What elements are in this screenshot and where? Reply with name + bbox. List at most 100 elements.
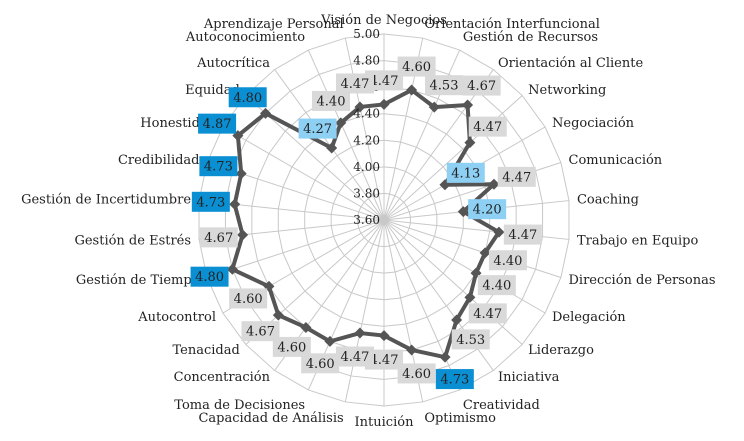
radar-tick-labels: 3.603.804.004.204.404.604.805.00 [353, 27, 380, 227]
value-label-box [397, 56, 436, 77]
data-point [406, 344, 418, 356]
grid-spoke [206, 219, 385, 278]
category-label: Intuición [355, 415, 415, 430]
value-label: 4.20 [468, 199, 507, 220]
value-label: 4.27 [298, 118, 337, 139]
data-point [272, 309, 284, 321]
data-point [439, 351, 451, 363]
value-label-text: 4.47 [502, 170, 531, 185]
tick-label: 3.60 [353, 213, 380, 227]
category-label: Dirección de Personas [569, 273, 716, 288]
data-point [428, 101, 440, 113]
category-label: Visión de Negocios [320, 13, 447, 28]
category-label: Capacidad de Análisis [198, 411, 343, 426]
value-label-text: 4.47 [370, 74, 399, 89]
value-label-text: 4.13 [451, 166, 480, 181]
data-point [300, 321, 312, 333]
data-point [378, 98, 390, 110]
value-label-text: 4.60 [402, 367, 431, 382]
value-label-box [446, 162, 485, 183]
value-label-box [229, 288, 268, 309]
data-point [457, 206, 469, 218]
value-label-box [228, 87, 267, 108]
value-label-text: 4.47 [341, 77, 370, 92]
value-label: 4.47 [335, 346, 374, 367]
value-label: 4.47 [503, 224, 542, 245]
data-point [406, 84, 418, 96]
grid-spoke [344, 219, 385, 403]
tick-label: 4.80 [353, 54, 380, 68]
category-label: Autoconocimiento [185, 30, 305, 45]
data-point [324, 335, 336, 347]
category-label: Aprendizaje Personal [203, 17, 344, 32]
data-point [479, 247, 491, 259]
data-point [488, 178, 500, 190]
data-point [237, 229, 249, 241]
value-label: 4.80 [228, 87, 267, 108]
value-label-text: 4.53 [430, 79, 459, 94]
value-label-text: 4.47 [341, 350, 370, 365]
value-label-box [335, 73, 374, 94]
value-label-box [241, 321, 280, 342]
value-label-text: 4.60 [306, 357, 335, 372]
value-label-box [425, 75, 464, 96]
value-label-box [190, 266, 229, 287]
value-label-box [298, 118, 337, 139]
data-point [493, 226, 505, 238]
value-label-text: 4.40 [317, 94, 346, 109]
category-label: Tenacidad [173, 343, 240, 358]
value-label: 4.40 [477, 275, 516, 296]
category-label: Gestión de Estrés [74, 233, 191, 248]
category-label: Orientación al Cliente [498, 56, 643, 71]
data-point [235, 168, 247, 180]
grid-spoke [383, 219, 461, 391]
value-label: 4.73 [191, 191, 230, 212]
category-label: Concentración [174, 370, 271, 385]
value-label: 4.47 [365, 349, 403, 370]
value-label: 4.47 [468, 303, 507, 324]
value-label-text: 4.80 [233, 91, 262, 106]
value-label: 4.47 [365, 70, 403, 91]
category-label: Autocontrol [137, 310, 216, 325]
value-label-text: 4.27 [303, 122, 332, 137]
category-label: Networking [528, 83, 606, 98]
tick-label: 5.00 [353, 27, 380, 41]
category-label: Gestión de Incertidumbre [21, 193, 191, 208]
category-label: Coaching [577, 193, 639, 208]
value-label: 4.40 [312, 90, 351, 111]
value-label-text: 4.80 [195, 270, 224, 285]
value-label-text: 4.60 [402, 60, 431, 75]
category-label: Trabajo en Equipo [577, 233, 699, 248]
category-label: Negociación [552, 116, 635, 131]
grid-spoke [222, 126, 385, 221]
category-label: Orientación Interfuncional [424, 17, 600, 32]
grid-spoke [383, 95, 523, 221]
value-label-text: 4.73 [204, 160, 233, 175]
value-label-box [301, 353, 340, 374]
value-label-text: 4.67 [204, 231, 233, 246]
grid-spoke [383, 219, 546, 314]
value-label-box [199, 227, 238, 248]
data-point [354, 101, 366, 113]
value-label-text: 4.73 [196, 195, 225, 210]
value-label: 4.87 [198, 113, 237, 134]
value-label: 4.60 [301, 353, 340, 374]
category-label: Credibilidad [118, 153, 200, 168]
category-label: Gestión de Recursos [463, 30, 598, 45]
value-label-text: 4.47 [473, 307, 502, 322]
value-label: 4.73 [199, 156, 238, 177]
value-label: 4.13 [446, 162, 485, 183]
tick-label: 4.20 [353, 133, 380, 147]
category-label: Honestidad [140, 116, 216, 131]
category-label: Liderazgo [528, 343, 594, 358]
value-label-box [477, 275, 516, 296]
value-label: 4.73 [435, 369, 474, 390]
value-label-text: 4.47 [508, 228, 537, 243]
value-label-text: 4.53 [456, 333, 485, 348]
grid-spoke [383, 219, 562, 278]
category-label: Autocrítica [196, 56, 270, 71]
data-point [229, 198, 241, 210]
value-label-text: 4.47 [473, 120, 502, 135]
data-point [226, 263, 238, 275]
